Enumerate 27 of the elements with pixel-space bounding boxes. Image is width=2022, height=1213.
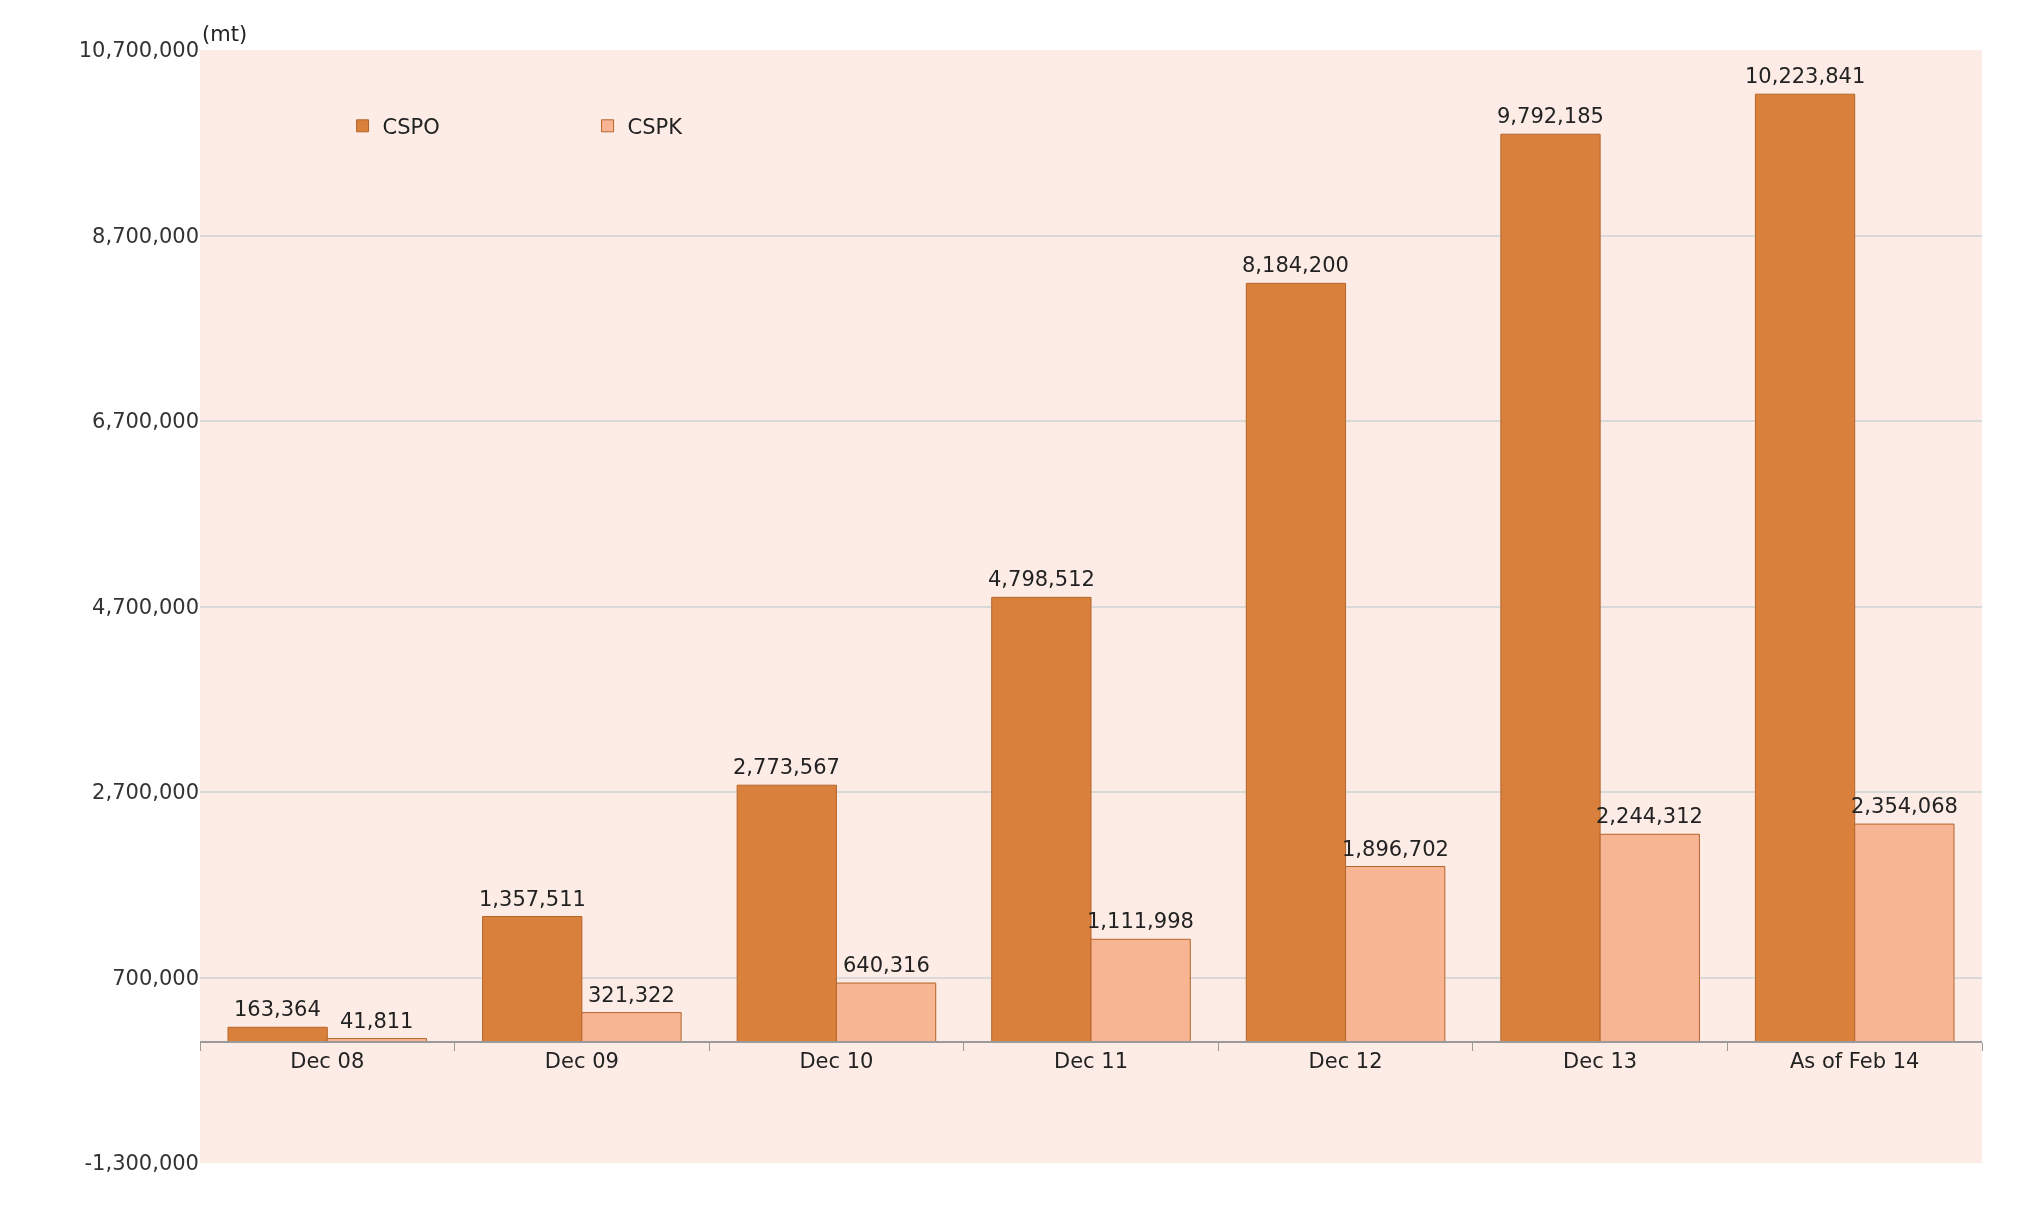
data-label: 4,798,512 bbox=[988, 567, 1095, 591]
y-tick-label: 10,700,000 bbox=[78, 38, 199, 63]
data-label: 10,223,841 bbox=[1745, 64, 1866, 88]
data-label: 163,364 bbox=[234, 997, 321, 1021]
x-tick-label: As of Feb 14 bbox=[1789, 1049, 1920, 1074]
data-label: 41,811 bbox=[340, 1009, 414, 1033]
y-axis-title: (mt) bbox=[202, 22, 248, 46]
x-tick-label: Dec 08 bbox=[290, 1049, 365, 1074]
x-tick-label: Dec 10 bbox=[799, 1049, 874, 1074]
x-tick-label: Dec 09 bbox=[544, 1049, 619, 1074]
y-tick-label: 700,000 bbox=[112, 965, 199, 990]
data-label: 8,184,200 bbox=[1242, 253, 1349, 277]
data-label: 2,773,567 bbox=[733, 755, 840, 779]
x-tick-label: Dec 11 bbox=[1053, 1049, 1129, 1074]
data-label: 9,792,185 bbox=[1497, 104, 1604, 128]
y-tick-label: 8,700,000 bbox=[92, 223, 199, 248]
x-tick-label: Dec 12 bbox=[1308, 1049, 1383, 1074]
y-tick-label: 6,700,000 bbox=[92, 409, 199, 434]
data-label: 321,322 bbox=[588, 983, 675, 1007]
legend-label: CSPO bbox=[382, 114, 440, 139]
y-tick-label: 2,700,000 bbox=[92, 780, 199, 805]
y-tick-label: -1,300,000 bbox=[84, 1151, 199, 1176]
y-tick-label: 4,700,000 bbox=[92, 594, 199, 619]
legend-label: CSPK bbox=[627, 114, 684, 139]
data-label: 640,316 bbox=[843, 953, 930, 977]
data-label: 1,357,511 bbox=[479, 887, 586, 911]
x-tick-label: Dec 13 bbox=[1563, 1049, 1638, 1074]
